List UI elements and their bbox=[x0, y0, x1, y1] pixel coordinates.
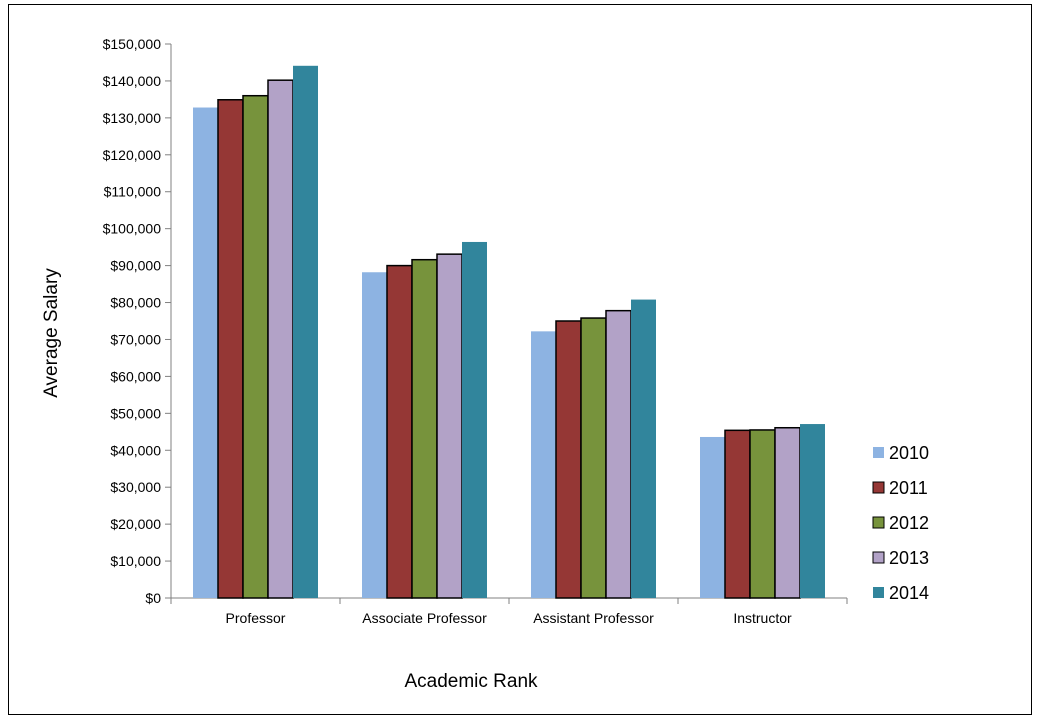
x-tick-label: Associate Professor bbox=[362, 610, 487, 626]
bar bbox=[749, 429, 776, 599]
legend-swatch bbox=[872, 481, 885, 494]
y-tick-label: $60,000 bbox=[110, 368, 161, 384]
y-tick-label: $80,000 bbox=[110, 295, 161, 311]
legend-label: 2013 bbox=[889, 548, 929, 568]
bar bbox=[267, 79, 294, 599]
bar bbox=[362, 272, 387, 598]
y-tick-label: $90,000 bbox=[110, 258, 161, 274]
legend-label: 2011 bbox=[889, 478, 928, 498]
x-tick-label: Assistant Professor bbox=[533, 610, 654, 626]
bar bbox=[242, 94, 269, 599]
x-axis-title: Academic Rank bbox=[404, 671, 538, 692]
x-tick-label: Instructor bbox=[733, 610, 792, 626]
bar bbox=[580, 317, 607, 599]
bar-chart: $0 $10,000 $20,000 $30,000 $40,000 $50,000 $60… bbox=[41, 36, 929, 692]
y-tick-label: $70,000 bbox=[110, 331, 161, 347]
bars bbox=[193, 65, 825, 599]
legend-label: 2014 bbox=[889, 583, 929, 603]
legend-label: 2012 bbox=[889, 513, 929, 533]
bar bbox=[555, 320, 582, 599]
legend-swatch bbox=[873, 447, 884, 458]
y-tick-label: $140,000 bbox=[103, 73, 162, 89]
bar bbox=[293, 65, 318, 599]
y-tick-label: $10,000 bbox=[110, 553, 161, 569]
bar bbox=[724, 429, 751, 599]
y-axis-title: Average Salary bbox=[41, 268, 62, 398]
y-tick-label: $150,000 bbox=[103, 36, 162, 52]
y-tick-label: $120,000 bbox=[103, 147, 162, 163]
y-tick-label: $100,000 bbox=[103, 221, 162, 237]
legend-label: 2010 bbox=[889, 443, 929, 463]
legend-swatch bbox=[873, 587, 884, 598]
bar bbox=[531, 331, 556, 598]
y-tick-label: $20,000 bbox=[110, 516, 161, 532]
bar bbox=[411, 258, 438, 599]
bar bbox=[217, 99, 244, 599]
y-tick-label: $110,000 bbox=[104, 184, 162, 200]
bar bbox=[386, 264, 413, 599]
legend: 2010 2011 2012 2013 2014 bbox=[872, 443, 929, 603]
x-tick-label: Professor bbox=[226, 610, 286, 626]
bar bbox=[462, 241, 487, 599]
y-axis: $0 $10,000 $20,000 $30,000 $40,000 $50,000 $60… bbox=[103, 36, 172, 606]
x-axis: Professor Associate Professor Assistant Pr… bbox=[170, 597, 848, 626]
bar bbox=[800, 424, 825, 598]
bar bbox=[436, 253, 463, 599]
y-tick-label: $40,000 bbox=[110, 442, 161, 458]
bar bbox=[605, 309, 632, 599]
bar bbox=[774, 426, 801, 599]
bar bbox=[193, 107, 218, 598]
y-tick-label: $0 bbox=[145, 590, 161, 606]
legend-swatch bbox=[872, 516, 885, 529]
bar bbox=[631, 299, 656, 598]
y-tick-label: $50,000 bbox=[110, 405, 161, 421]
legend-swatch bbox=[872, 551, 885, 564]
chart-frame: $0 $10,000 $20,000 $30,000 $40,000 $50,000 $60… bbox=[8, 4, 1032, 715]
y-tick-label: $130,000 bbox=[103, 110, 162, 126]
y-tick-label: $30,000 bbox=[110, 479, 161, 495]
bar bbox=[700, 436, 725, 598]
